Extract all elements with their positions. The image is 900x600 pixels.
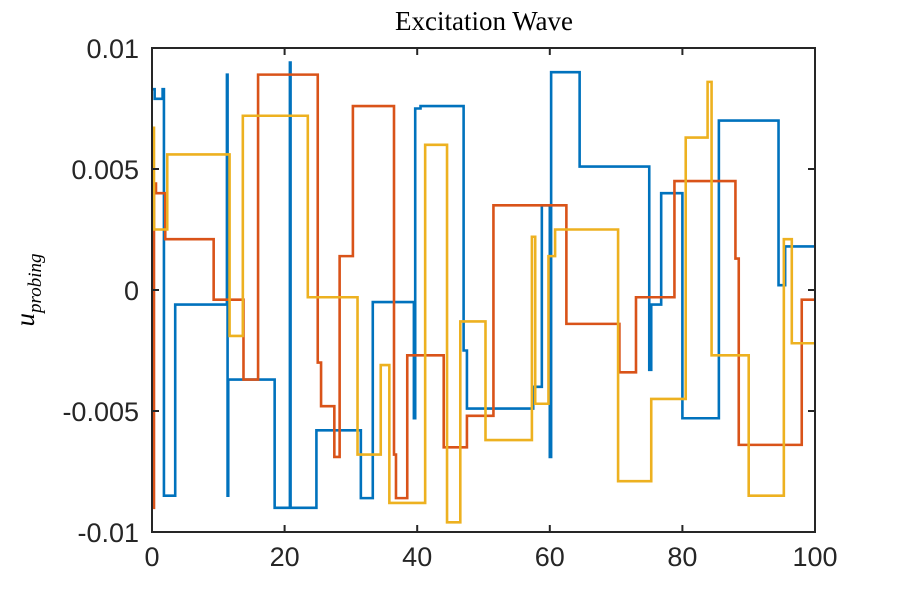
x-tick-label: 100 [792, 542, 837, 572]
chart-title: Excitation Wave [395, 6, 573, 36]
series-line [152, 80, 815, 524]
series-line [152, 61, 815, 510]
y-axis-label-main: u [10, 313, 40, 327]
y-tick-label: 0.01 [86, 34, 139, 64]
x-tick-label: 0 [144, 542, 159, 572]
x-tick-label: 40 [402, 542, 432, 572]
y-tick-label: -0.005 [62, 397, 139, 427]
y-tick-label: -0.01 [77, 518, 139, 548]
y-axis-label-sub: probing [25, 254, 46, 315]
x-tick-label: 80 [667, 542, 697, 572]
y-tick-label: 0 [124, 276, 139, 306]
plot-area: 0 20 40 60 80 100 -0.01 -0.005 0 0.005 0.01 [62, 34, 837, 572]
series-line [152, 73, 815, 510]
x-tick-label: 60 [535, 542, 565, 572]
x-tick-label: 20 [270, 542, 300, 572]
y-tick-label: 0.005 [71, 155, 139, 185]
y-axis-label: uprobing [10, 254, 46, 327]
